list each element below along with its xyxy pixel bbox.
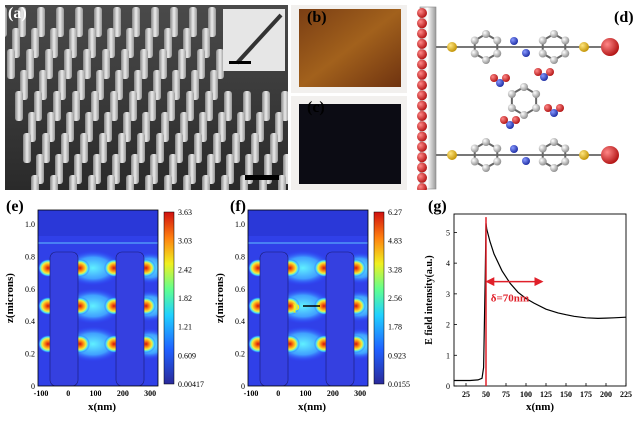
xtick-4: 300 <box>354 389 366 398</box>
ytick-5: 1.0 <box>25 220 35 229</box>
field-map-e: 00.20.40.60.81.0-100 0 100 200 300z(microns)… <box>4 208 204 413</box>
series-line <box>454 223 627 382</box>
colorbar-tick-4: 1.21 <box>178 323 192 332</box>
colorbar-tick-3: 2.56 <box>388 294 402 303</box>
xtick-0: -100 <box>34 389 49 398</box>
panel-a-label: (a) <box>8 5 27 22</box>
film-sample-black <box>299 104 401 184</box>
colorbar-tick-5: 0.923 <box>388 351 406 360</box>
panel-g-label: (g) <box>428 198 447 215</box>
panel-c-label: (c) <box>307 99 325 116</box>
ytick-3: 0.6 <box>25 285 35 294</box>
panel-f-field-map: 0 0.2 0.4 0.6 0.8 1.0 -100 0 100 200 300 z(microns)… <box>210 198 420 425</box>
xtick-6: 175 <box>580 390 592 399</box>
ytick-5: 5 <box>446 228 450 237</box>
ytick-1: 0.2 <box>25 350 35 359</box>
xtick-8: 225 <box>620 390 632 399</box>
ytick-0: 0 <box>241 382 245 391</box>
ytick-2: 0.4 <box>235 317 245 326</box>
xtick-1: 0 <box>66 389 70 398</box>
x-axis-label: x(nm) <box>526 401 554 413</box>
ytick-5: 1.0 <box>235 220 245 229</box>
xtick-5: 150 <box>560 390 572 399</box>
molecule-diagram <box>417 6 619 194</box>
panel-b-label: (b) <box>307 9 327 26</box>
panel-d-label: (d) <box>614 9 634 26</box>
ytick-4: 4 <box>446 259 450 268</box>
point-p-label: p <box>293 299 300 313</box>
x-axis-label: x(nm) <box>88 401 116 413</box>
colorbar-tick-6: 0.00417 <box>178 380 204 389</box>
colorbar-tick-2: 3.28 <box>388 265 402 274</box>
ytick-3: 3 <box>446 290 450 299</box>
colorbar-tick-3: 1.82 <box>178 294 192 303</box>
x-axis-label: x(nm) <box>298 401 326 413</box>
colorbar-tick-1: 3.03 <box>178 237 192 246</box>
y-axis-label: z(microns) <box>214 273 226 323</box>
panel-b-photo: (b) <box>291 5 407 93</box>
panel-d-molecule: (d) <box>414 5 636 194</box>
xtick-1: 50 <box>482 390 490 399</box>
colorbar-tick-0: 3.63 <box>178 208 192 217</box>
xtick-2: 100 <box>90 389 102 398</box>
xtick-3: 200 <box>117 389 129 398</box>
ytick-0: 0 <box>31 382 35 391</box>
colorbar-tick-1: 4.83 <box>388 237 402 246</box>
y-axis-label: z(microns) <box>4 273 16 323</box>
panel-f-label: (f) <box>230 198 246 215</box>
y-axis-label: E field intensity(a.u.) <box>424 255 435 344</box>
ytick-1: 1 <box>446 351 450 360</box>
xtick-1: 0 <box>276 389 280 398</box>
field-map-f: 00.20.40.60.81.0-100 0 100 200 300z(microns)… <box>214 208 410 413</box>
panel-c-photo: (c) <box>291 96 407 190</box>
ytick-3: 0.6 <box>235 285 245 294</box>
panel-a-sem-image: (a) <box>0 5 297 205</box>
ytick-4: 0.8 <box>235 252 245 261</box>
panel-g-chart: 0 1 2 3 4 5 25 50 75 100 125 150 175 200 225 δ=70nm E fi… <box>420 198 638 425</box>
ytick-0: 0 <box>446 382 450 391</box>
xtick-7: 200 <box>600 390 612 399</box>
colorbar-tick-5: 0.609 <box>178 351 196 360</box>
xtick-2: 100 <box>300 389 312 398</box>
colorbar-tick-2: 2.42 <box>178 265 192 274</box>
ytick-4: 0.8 <box>25 252 35 261</box>
xtick-0: -100 <box>244 389 259 398</box>
colorbar-tick-6: 0.0155 <box>388 380 410 389</box>
plot-frame <box>453 213 627 387</box>
panel-e-label: (e) <box>6 198 24 215</box>
xtick-3: 100 <box>520 390 532 399</box>
ytick-2: 0.4 <box>25 317 35 326</box>
inset-scale-bar <box>229 61 251 64</box>
xtick-2: 75 <box>502 390 510 399</box>
colorbar-tick-0: 6.27 <box>388 208 402 217</box>
panel-e-field-map: 0 0.2 0.4 0.6 0.8 1.0 -100 0 100 200 300 z(microns)… <box>0 198 210 425</box>
xtick-3: 200 <box>327 389 339 398</box>
xtick-0: 25 <box>462 390 470 399</box>
e-field-line-chart: 0 1 2 3 4 5 25 50 75 100 125 150 175 200 225 δ=70nm E fi… <box>424 213 632 413</box>
xtick-4: 125 <box>540 390 552 399</box>
sem-nanorod-array <box>0 5 297 205</box>
colorbar-tick-4: 1.78 <box>388 323 402 332</box>
scale-bar <box>245 175 279 180</box>
xtick-4: 300 <box>144 389 156 398</box>
film-sample-orange <box>299 9 401 87</box>
ytick-1: 0.2 <box>235 350 245 359</box>
delta-annotation: δ=70nm <box>491 293 529 305</box>
ytick-2: 2 <box>446 321 450 330</box>
